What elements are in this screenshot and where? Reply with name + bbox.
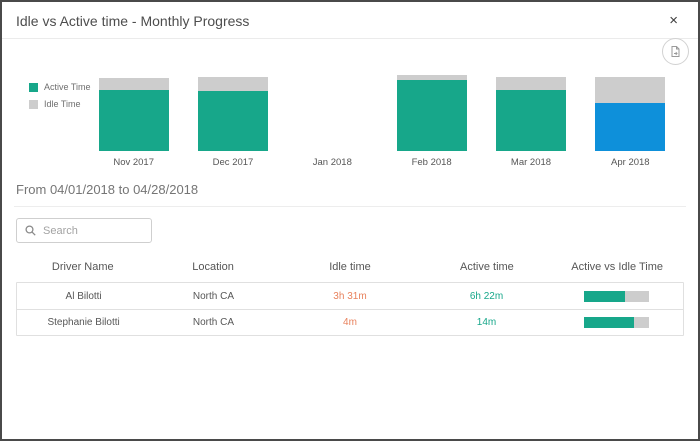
- active-time-swatch: [29, 82, 38, 92]
- stacked-bar[interactable]: [98, 75, 169, 151]
- active-time-segment-selected[interactable]: [595, 103, 666, 151]
- column-header-idle-time: Idle time: [329, 261, 371, 273]
- bar-slot-jan-2018[interactable]: Jan 2018: [283, 75, 382, 171]
- legend-label: Idle Time: [44, 99, 81, 109]
- idle-time-segment[interactable]: [197, 77, 268, 91]
- search-input[interactable]: [43, 224, 143, 237]
- table-body: Al Bilotti North CA 3h 31m 6h 22m Stephanie …: [16, 282, 684, 336]
- active-vs-idle-progress-bar: [583, 290, 649, 302]
- active-time-segment[interactable]: [197, 90, 268, 151]
- active-time-cell: 14m: [476, 317, 497, 328]
- active-time-segment[interactable]: [98, 90, 169, 151]
- idle-time-segment[interactable]: [98, 78, 169, 91]
- active-vs-idle-cell: [550, 317, 683, 328]
- column-header-active-vs-idle: Active vs Idle Time: [571, 261, 663, 273]
- active-portion-fill: [583, 290, 625, 302]
- idle-time-cell: 4m: [343, 317, 357, 328]
- stacked-bar[interactable]: [297, 75, 367, 151]
- stacked-bar[interactable]: [197, 75, 268, 151]
- stacked-bar[interactable]: [495, 75, 566, 151]
- active-portion-fill: [583, 317, 634, 328]
- location-cell: North CA: [192, 317, 235, 328]
- period-block: From 04/01/2018 to 04/28/2018: [14, 181, 686, 207]
- active-vs-idle-cell: [550, 290, 683, 302]
- close-icon[interactable]: ×: [665, 11, 682, 30]
- modal-title: Idle vs Active time - Monthly Progress: [16, 12, 250, 29]
- stacked-bar[interactable]: [595, 75, 666, 151]
- bar-category-label: Nov 2017: [113, 157, 154, 168]
- active-time-segment[interactable]: [495, 90, 566, 151]
- bar-slot-apr-2018[interactable]: Apr 2018: [581, 75, 680, 171]
- idle-time-segment[interactable]: [396, 75, 467, 81]
- bar-category-label: Mar 2018: [510, 157, 552, 168]
- driver-name-cell: Stephanie Bilotti: [47, 317, 120, 328]
- bar-slot-feb-2018[interactable]: Feb 2018: [382, 75, 481, 171]
- monthly-progress-chart: Active Time Idle Time Nov 2017 Dec 2017 Ja…: [2, 75, 698, 171]
- legend-item-idle-time[interactable]: Idle Time: [29, 99, 91, 109]
- bar-category-label: Apr 2018: [611, 157, 650, 168]
- drivers-table: Driver Name Location Idle time Active ti…: [16, 253, 684, 336]
- table-row[interactable]: Stephanie Bilotti North CA 4m 14m: [17, 309, 683, 335]
- column-header-active-time: Active time: [460, 261, 514, 273]
- column-header-location: Location: [192, 261, 234, 273]
- bar-category-label: Feb 2018: [411, 157, 452, 168]
- period-label: From 04/01/2018 to 04/28/2018: [16, 182, 199, 197]
- search-box[interactable]: [16, 218, 152, 243]
- bar-slot-mar-2018[interactable]: Mar 2018: [481, 75, 580, 171]
- idle-time-cell: 3h 31m: [333, 290, 367, 302]
- table-row[interactable]: Al Bilotti North CA 3h 31m 6h 22m: [17, 283, 683, 309]
- bar-slot-nov-2017[interactable]: Nov 2017: [84, 75, 183, 171]
- stacked-bar[interactable]: [396, 75, 467, 151]
- column-header-driver-name: Driver Name: [51, 261, 114, 273]
- active-time-cell: 6h 22m: [469, 290, 504, 302]
- chart-bars: Nov 2017 Dec 2017 Jan 2018 Feb 2018 Mar 2018…: [84, 75, 680, 171]
- bar-slot-dec-2017[interactable]: Dec 2017: [183, 75, 282, 171]
- idle-time-segment[interactable]: [595, 77, 666, 104]
- export-button[interactable]: [662, 38, 689, 65]
- chart-legend: Active Time Idle Time: [29, 82, 91, 116]
- bar-category-label: Dec 2017: [212, 157, 254, 168]
- export-document-icon: [671, 46, 680, 57]
- location-cell: North CA: [192, 290, 235, 302]
- legend-label: Active Time: [44, 82, 91, 92]
- active-vs-idle-progress-bar: [583, 317, 649, 328]
- modal-header: Idle vs Active time - Monthly Progress ×: [2, 2, 698, 39]
- table-header-row: Driver Name Location Idle time Active ti…: [16, 253, 684, 282]
- bar-category-label: Jan 2018: [312, 157, 352, 168]
- idle-time-segment[interactable]: [495, 77, 566, 91]
- driver-name-cell: Al Bilotti: [65, 290, 102, 302]
- search-icon: [25, 225, 36, 236]
- idle-time-swatch: [29, 99, 38, 109]
- active-time-segment[interactable]: [396, 80, 467, 151]
- legend-item-active-time[interactable]: Active Time: [29, 82, 91, 92]
